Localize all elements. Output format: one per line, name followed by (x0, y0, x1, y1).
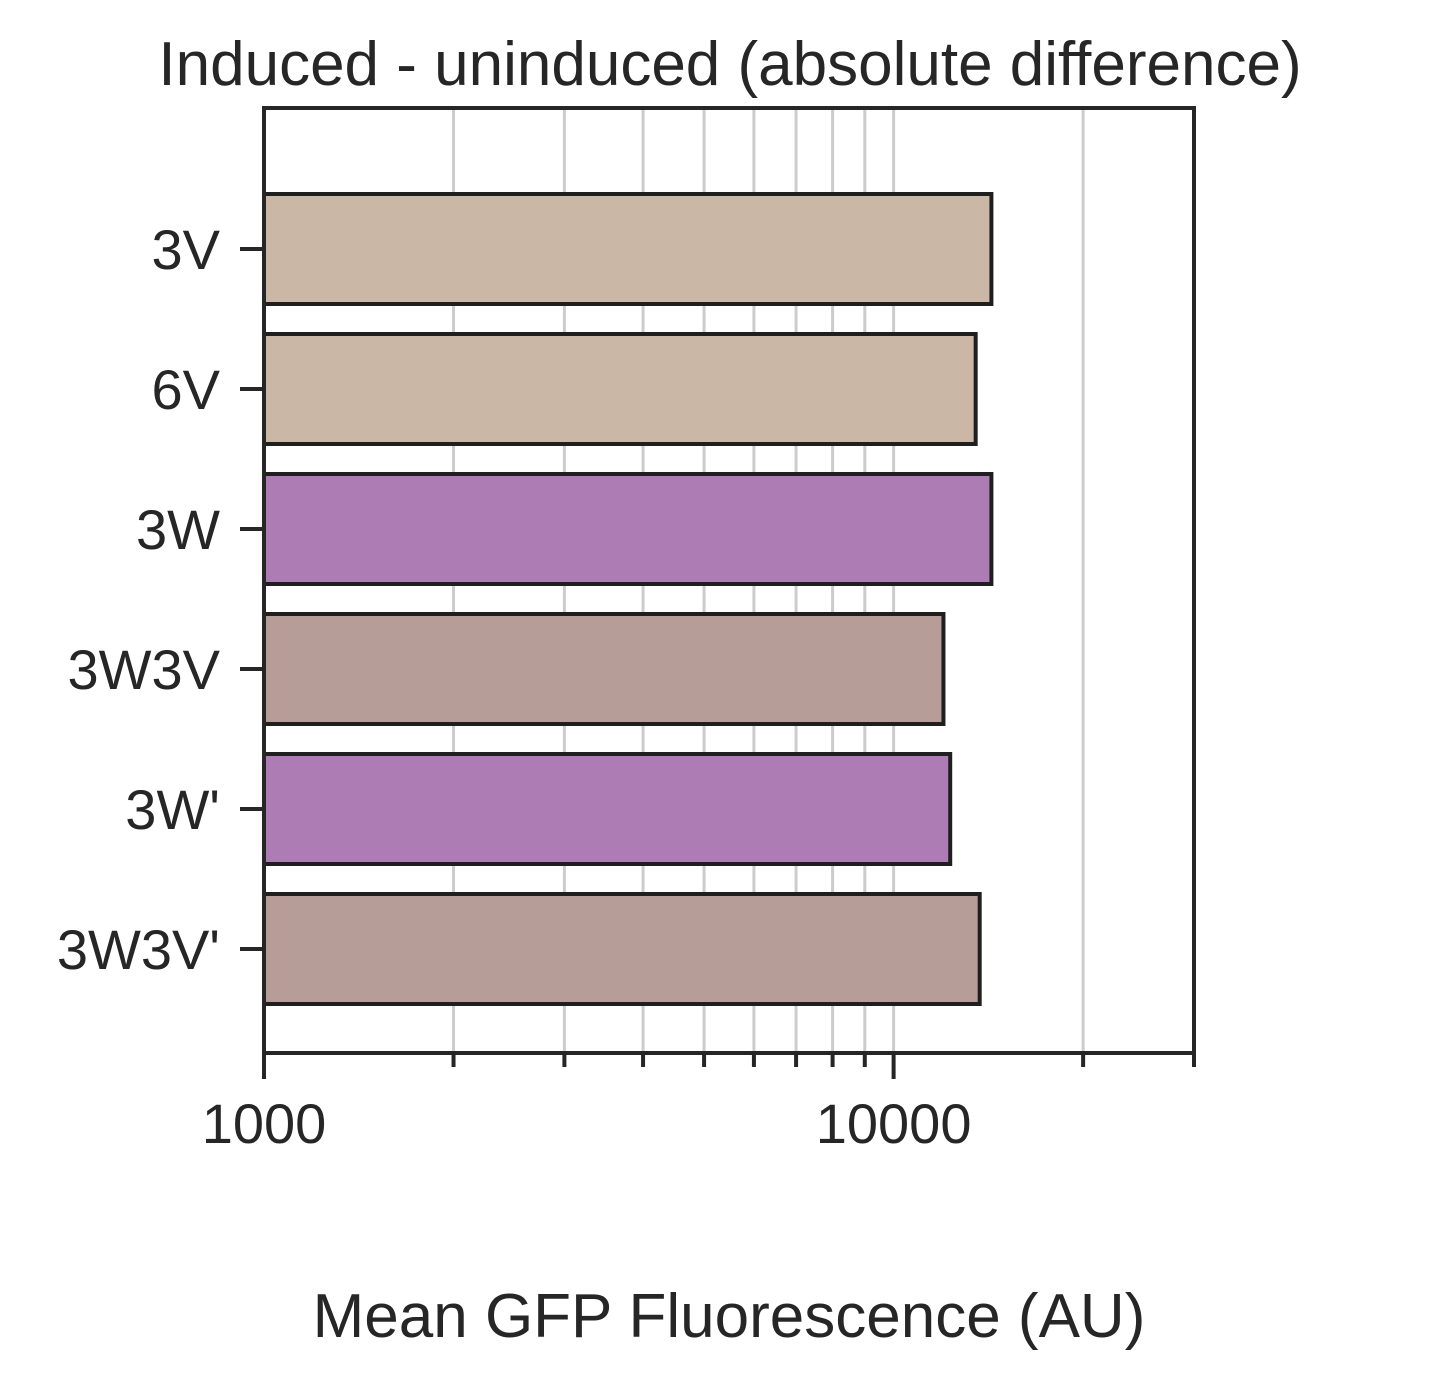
bar-3w (262, 752, 953, 866)
bar-6v (262, 332, 978, 446)
y-tick-label: 3W' (125, 778, 220, 841)
bar-3w (262, 472, 994, 586)
y-axis: 3V 6V 3W 3W3V 3W' 3W3V' (57, 218, 264, 981)
bar-3w3v (262, 612, 946, 726)
bars (262, 192, 994, 1006)
y-tick-label: 3W3V (68, 638, 221, 701)
bar-3v (262, 192, 994, 306)
plot-frame (262, 106, 1196, 1055)
y-tick-label: 3V (152, 218, 221, 281)
x-tick-label: 10000 (816, 1092, 972, 1155)
x-axis: 1000 10000 (202, 1053, 1196, 1155)
y-tick-label: 3W3V' (57, 918, 220, 981)
y-tick-label: 3W (136, 498, 220, 561)
bar-3w3v (262, 892, 982, 1006)
x-tick-label: 1000 (202, 1092, 327, 1155)
chart-title: Induced - uninduced (absolute difference… (158, 30, 1301, 99)
x-axis-label: Mean GFP Fluorescence (AU) (313, 1282, 1146, 1351)
y-tick-label: 6V (152, 358, 221, 421)
